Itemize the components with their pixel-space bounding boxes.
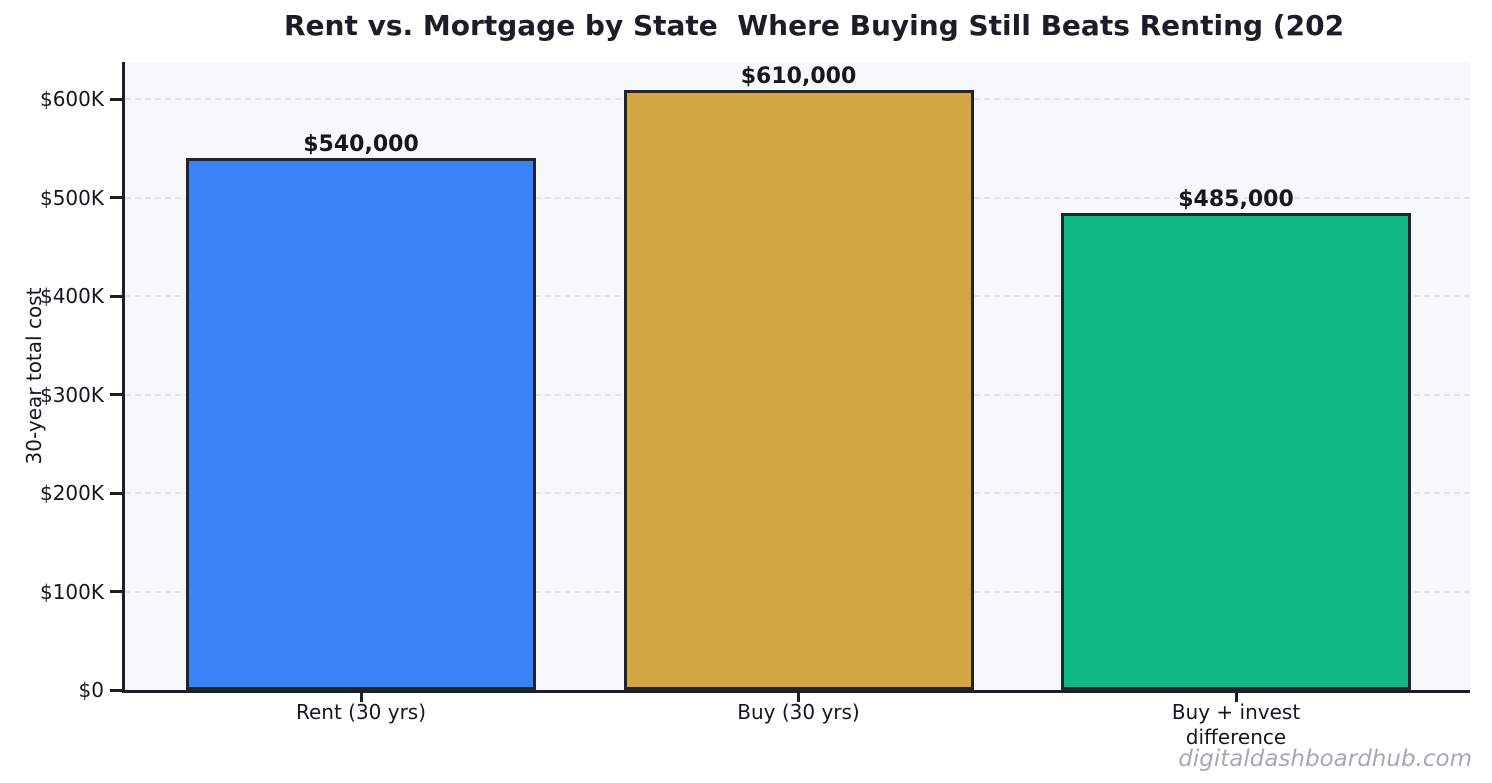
bar-value-label: $610,000 [740, 63, 857, 89]
x-category-label: Buy (30 yrs) [737, 700, 860, 724]
chart-title: Rent vs. Mortgage by State Where Buying … [284, 9, 1345, 42]
y-axis-tick [110, 393, 122, 397]
y-tick-label: $300K [39, 382, 104, 407]
bar-1 [186, 158, 536, 690]
y-tick-label: $600K [39, 87, 104, 112]
bar-3 [1061, 212, 1411, 690]
y-tick-label: $400K [39, 284, 104, 309]
x-axis-tick [359, 693, 363, 702]
bar-2 [623, 89, 974, 690]
y-tick-label: $200K [39, 481, 104, 506]
y-axis-tick [110, 590, 122, 594]
x-axis-tick [797, 693, 800, 702]
x-axis-tick [1234, 693, 1238, 702]
y-axis-tick [110, 688, 122, 692]
y-tick-label: $0 [78, 678, 104, 702]
y-tick-label: $500K [39, 185, 104, 210]
watermark-text: digitaldashboardhub.com [1178, 746, 1472, 772]
y-axis-tick [110, 491, 122, 495]
x-category-label: Rent (30 yrs) [295, 700, 427, 724]
y-axis-tick [110, 196, 122, 200]
x-axis-spine [122, 690, 1470, 693]
x-category-label: Buy + invest difference [1171, 700, 1301, 749]
bar-value-label: $485,000 [1178, 186, 1294, 212]
y-axis-tick [110, 97, 122, 101]
y-axis-tick [110, 294, 122, 298]
bar-value-label: $540,000 [303, 132, 419, 158]
y-axis-label: 30-year total cost [22, 287, 46, 465]
y-axis-spine [122, 62, 125, 693]
y-tick-label: $100K [39, 579, 104, 604]
